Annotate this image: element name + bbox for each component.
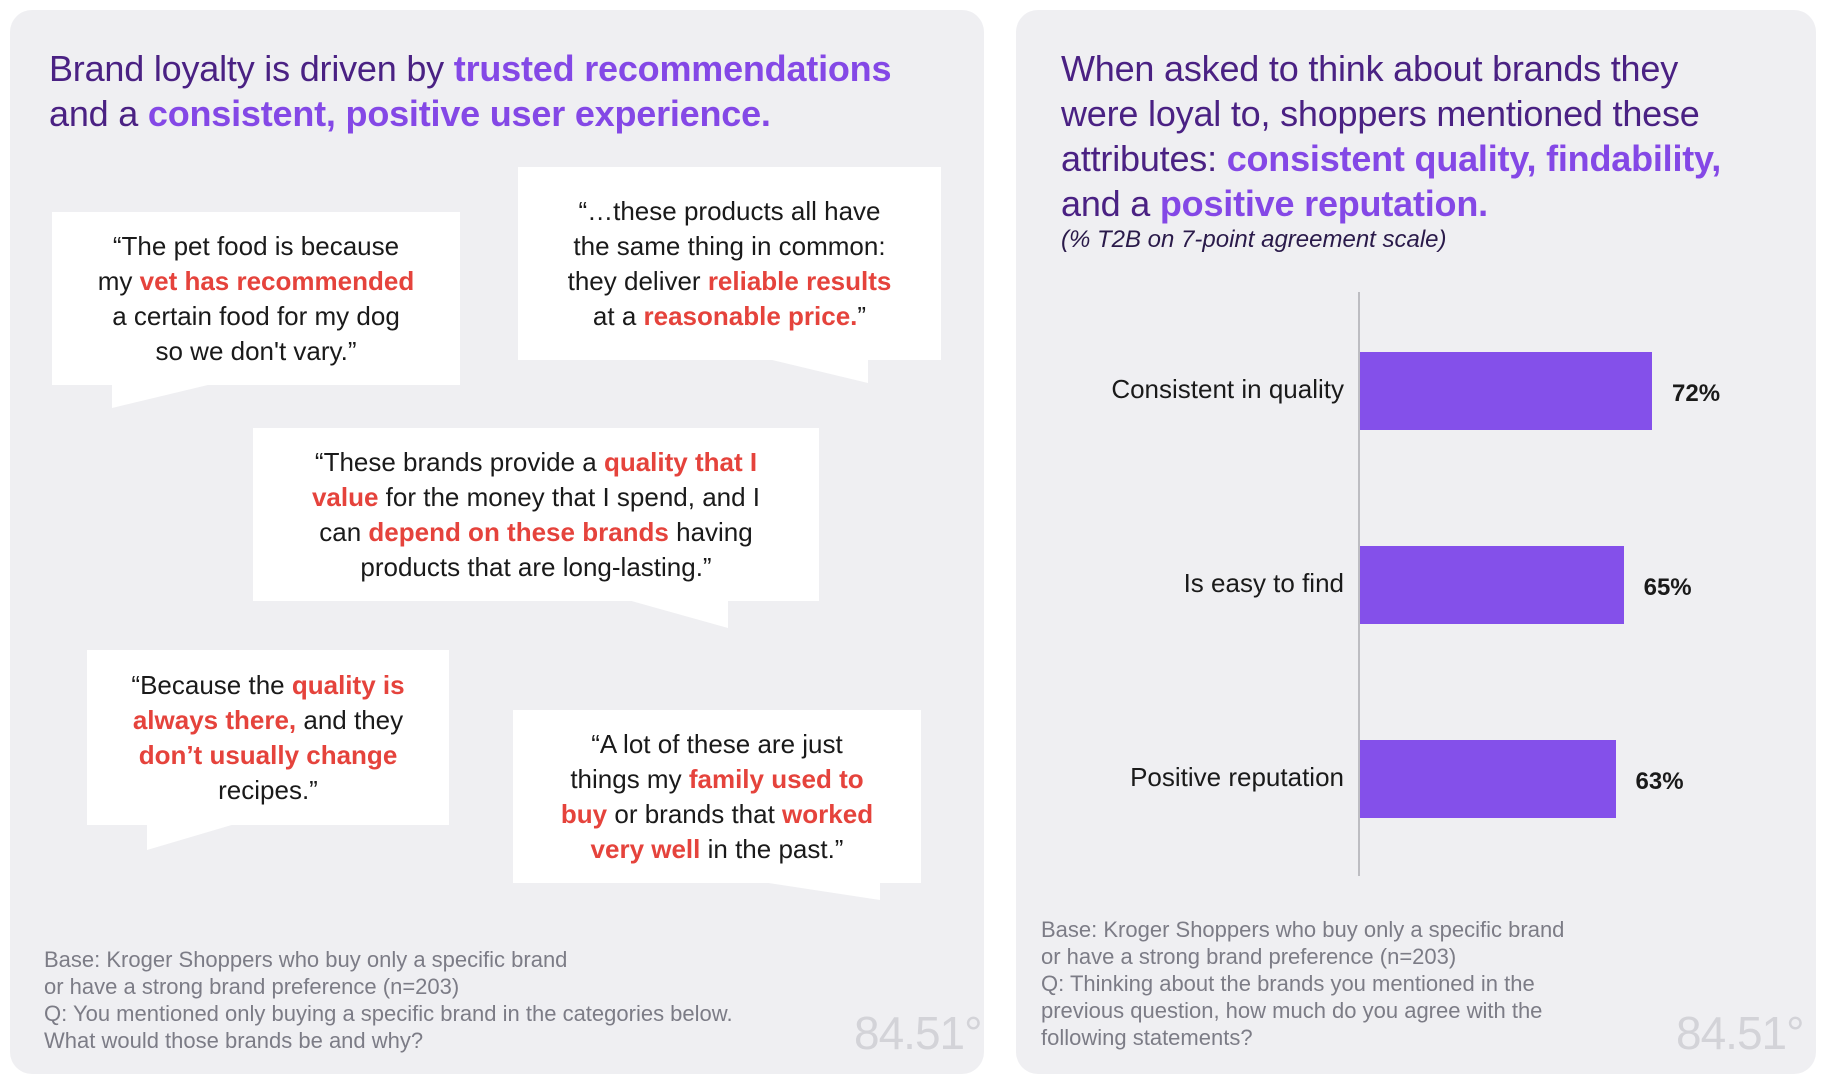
bar-easy-to-find	[1360, 546, 1624, 624]
right-panel	[1016, 10, 1816, 1074]
brand-logo: 84.51°	[1676, 1007, 1805, 1059]
quote-bubble-pet-food: “The pet food is because my vet has reco…	[52, 212, 460, 385]
category-label-positive-reputation: Positive reputation	[1130, 762, 1344, 792]
right-footnote: Base: Kroger Shoppers who buy only a spe…	[1041, 917, 1565, 1050]
brand-logo: 84.51°	[854, 1007, 983, 1059]
bar-positive-reputation	[1360, 740, 1616, 818]
category-label-consistent-in-quality: Consistent in quality	[1111, 374, 1344, 404]
chart-axis-line	[1358, 292, 1360, 876]
headline-highlight: consistent, positive user experience.	[147, 93, 771, 134]
quote-bubble-reliable-results: “…these products all have the same thing…	[518, 167, 941, 360]
headline-text: Brand loyalty is driven by	[49, 48, 454, 89]
quote-bubble-family-used-to-buy: “A lot of these are just things my famil…	[513, 710, 921, 883]
bar-consistent-in-quality	[1360, 352, 1652, 430]
chart-subtitle: (% T2B on 7-point agreement scale)	[1061, 226, 1447, 253]
value-label-easy-to-find: 65%	[1643, 574, 1692, 601]
value-label-positive-reputation: 63%	[1635, 768, 1684, 795]
category-label-easy-to-find: Is easy to find	[1183, 568, 1344, 598]
left-footnote: Base: Kroger Shoppers who buy only a spe…	[44, 947, 733, 1053]
value-label-consistent-in-quality: 72%	[1672, 380, 1721, 407]
left-headline: Brand loyalty is driven by trusted recom…	[49, 46, 969, 136]
quote-bubble-quality-always-there: “Because the quality is always there, an…	[87, 650, 449, 825]
right-headline: When asked to think about brands they we…	[1061, 48, 1722, 224]
speech-tail-icon	[762, 882, 880, 900]
speech-tail-icon	[147, 824, 235, 850]
quote-bubble-quality-value: “These brands provide a quality that I v…	[253, 428, 819, 601]
headline-highlight: trusted recommendations	[453, 48, 892, 89]
speech-tail-icon	[112, 384, 212, 408]
speech-tail-icon	[768, 359, 868, 383]
speech-tail-icon	[628, 600, 728, 628]
headline-text: and a	[49, 93, 148, 134]
